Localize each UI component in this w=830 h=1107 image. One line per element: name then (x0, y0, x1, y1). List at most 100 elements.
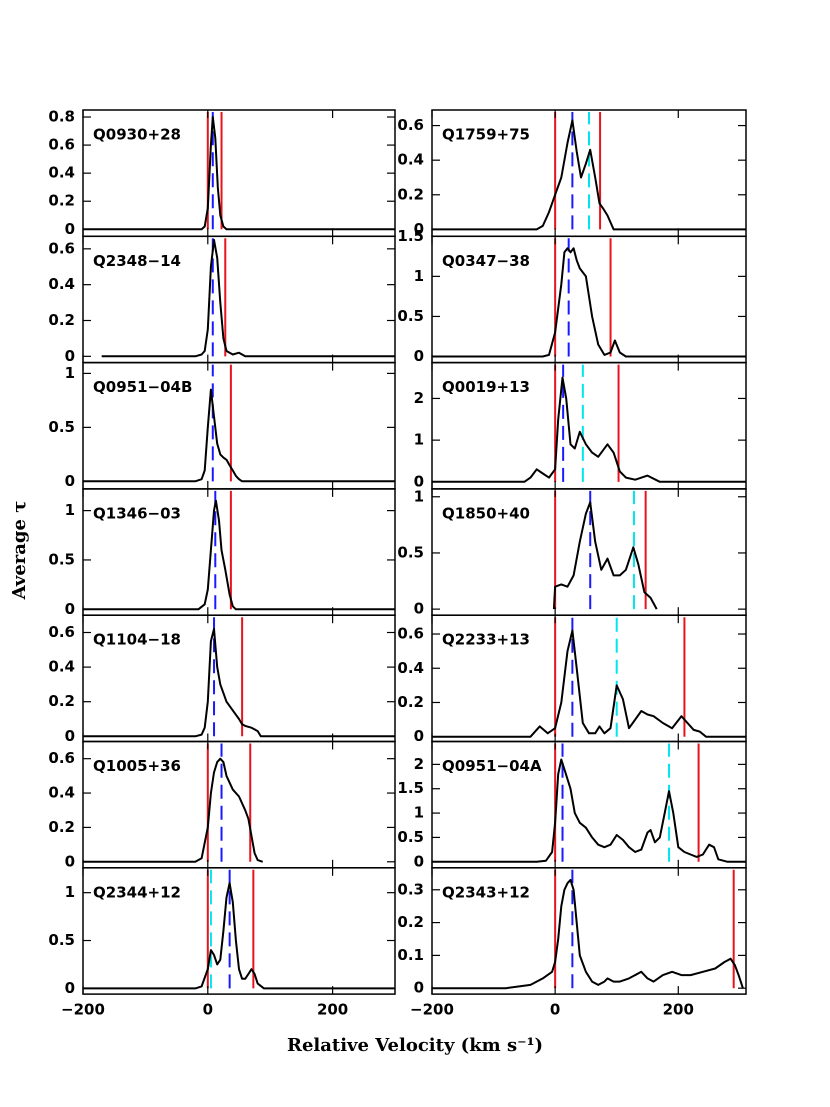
panel-label: Q0019+13 (442, 378, 530, 396)
y-tick-label: 1 (414, 267, 424, 285)
y-tick-label: 0.2 (397, 913, 424, 931)
y-tick-label: 0 (65, 220, 75, 238)
panel-label: Q0347−38 (442, 252, 530, 270)
y-tick-label: 0 (65, 347, 75, 365)
profile-line (101, 238, 395, 358)
panel-label: Q2233+13 (442, 631, 530, 649)
panel: 0 1 2 Q0019+13 (414, 361, 747, 490)
y-tick-label: 0.6 (48, 239, 75, 257)
y-tick-label: 2 (414, 389, 424, 407)
panel-label: Q0930+28 (93, 126, 181, 144)
y-tick-label: 0.1 (397, 946, 424, 964)
profile-line (83, 628, 395, 738)
y-tick-label: 0.5 (397, 543, 424, 561)
profile-line (83, 757, 264, 863)
x-tick-label: 200 (317, 1001, 348, 1019)
panel: 0 0.2 0.4 0.6 Q1104−18 (48, 614, 396, 745)
y-tick-label: 0.2 (397, 185, 424, 203)
panel: 0 0.1 0.2 0.3 −200 0 200 Q2343+12 (397, 867, 747, 1019)
panel-label: Q1759+75 (442, 126, 530, 144)
panel-label: Q2343+12 (442, 883, 530, 901)
y-tick-label: 0.8 (48, 108, 75, 126)
panel: 0 0.5 1 Q0951−04B (48, 361, 396, 490)
y-tick-label: 0.2 (397, 693, 424, 711)
panel-frame (431, 867, 747, 995)
profile-line (83, 388, 395, 483)
profile-line (83, 116, 395, 231)
y-axis-title: Average τ (9, 501, 30, 601)
panel: 0 0.5 1 1.5 Q0347−38 (397, 227, 747, 365)
panel: 0 0.2 0.4 0.6 Q1005+36 (48, 740, 396, 870)
y-tick-label: 0 (65, 472, 75, 490)
y-tick-label: 0.5 (397, 307, 424, 325)
profile-line (432, 758, 746, 863)
y-tick-label: 0.4 (397, 151, 424, 169)
y-tick-label: 0 (65, 600, 75, 618)
panel-label: Q2348−14 (93, 252, 181, 270)
y-tick-label: 2 (414, 755, 424, 773)
y-tick-label: 0.6 (48, 623, 75, 641)
y-tick-label: 0.4 (397, 659, 424, 677)
y-tick-label: 0.3 (397, 880, 424, 898)
y-tick-label: 0.5 (48, 418, 75, 436)
panel: 0 0.2 0.4 0.6 Q2233+13 (397, 614, 747, 745)
y-tick-label: 0 (414, 220, 424, 238)
panel-label: Q1346−03 (93, 504, 181, 522)
y-tick-label: 0.6 (397, 116, 424, 134)
y-tick-label: 0 (414, 979, 424, 997)
y-tick-label: 0 (65, 852, 75, 870)
panel: 0 0.5 1 Q1346−03 (48, 488, 396, 618)
y-tick-label: 1 (65, 364, 75, 382)
x-tick-label: −200 (61, 1001, 105, 1019)
panel-label: Q1850+40 (442, 504, 530, 522)
y-tick-label: 0 (414, 852, 424, 870)
panel: 0 0.5 1 −200 0 200 Q2344+12 (48, 867, 396, 1019)
y-tick-label: 0 (65, 979, 75, 997)
profile-line (83, 499, 395, 611)
y-tick-label: 0.5 (48, 550, 75, 568)
y-tick-label: 0.5 (48, 931, 75, 949)
y-tick-label: 0 (414, 600, 424, 618)
y-tick-label: 0.2 (48, 311, 75, 329)
x-tick-label: 0 (203, 1001, 213, 1019)
x-tick-label: 200 (663, 1001, 694, 1019)
y-tick-label: 0 (414, 472, 424, 490)
panel-label: Q1005+36 (93, 757, 181, 775)
y-tick-label: 0.6 (48, 749, 75, 767)
panel-label: Q2344+12 (93, 883, 181, 901)
y-tick-label: 1 (65, 501, 75, 519)
y-tick-label: 1 (414, 431, 424, 449)
panel: 0 0.2 0.4 0.6 Q2348−14 (48, 235, 396, 365)
panel-label: Q0951−04B (93, 378, 192, 396)
y-tick-label: 0.6 (397, 625, 424, 643)
panel-label: Q1104−18 (93, 631, 181, 649)
panel-label: Q0951−04A (442, 757, 542, 775)
x-axis-title: Relative Velocity (km s⁻¹) (287, 1035, 543, 1056)
panel: 0 0.5 1 1.5 2 Q0951−04A (397, 740, 747, 870)
y-tick-label: 1 (414, 804, 424, 822)
y-tick-label: 0.4 (48, 784, 75, 802)
profile-line (552, 501, 658, 610)
profile-line (432, 878, 744, 990)
y-tick-label: 1 (414, 487, 424, 505)
y-tick-label: 0.2 (48, 818, 75, 836)
y-tick-label: 0.5 (397, 828, 424, 846)
y-tick-label: 0.4 (48, 658, 75, 676)
y-tick-label: 1.5 (397, 779, 424, 797)
y-tick-label: 0.2 (48, 692, 75, 710)
y-tick-label: 0.4 (48, 164, 75, 182)
panel: 0 0.2 0.4 0.6 0.8 Q0930+28 (48, 108, 396, 238)
y-tick-label: 0 (414, 727, 424, 745)
y-tick-label: 0.6 (48, 136, 75, 154)
profile-line (432, 629, 746, 738)
y-tick-label: 1.5 (397, 227, 424, 245)
y-tick-label: 0.2 (48, 192, 75, 210)
y-tick-label: 1 (65, 883, 75, 901)
y-tick-label: 0 (414, 347, 424, 365)
profile-line (83, 882, 395, 990)
y-tick-label: 0.4 (48, 275, 75, 293)
profile-line (432, 247, 746, 358)
panel: 0 0.2 0.4 0.6 Q1759+75 (397, 109, 747, 238)
panel-frame (82, 867, 396, 995)
